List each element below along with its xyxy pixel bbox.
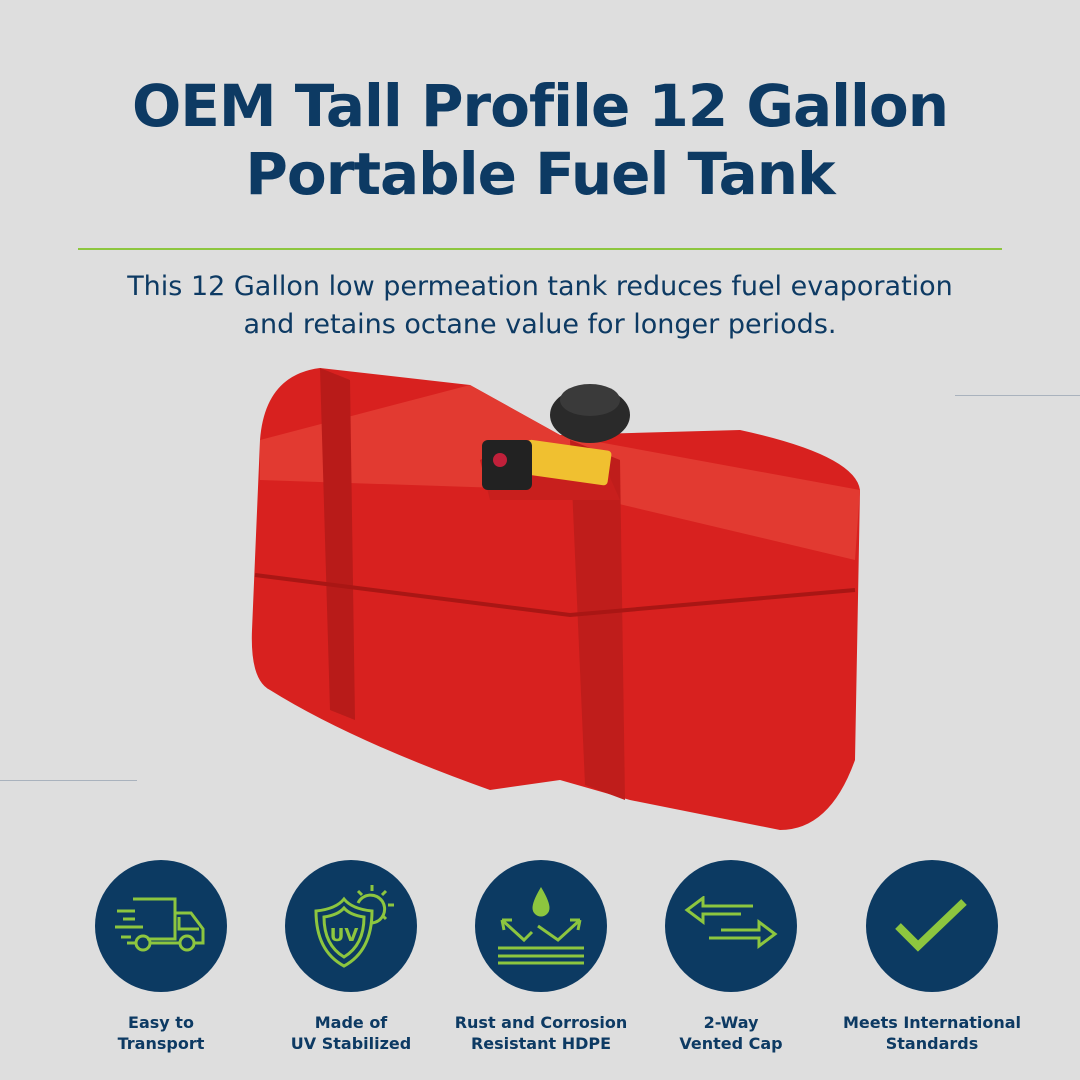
uv-shield-icon: UV — [285, 860, 417, 992]
feature-easy-transport: Easy to Transport — [61, 860, 261, 1054]
svg-text:UV: UV — [330, 925, 359, 946]
checkmark-icon — [866, 860, 998, 992]
truck-icon — [95, 860, 227, 992]
decorative-line — [0, 780, 137, 781]
feature-uv-stabilized: UV Made of UV Stabilized — [251, 860, 451, 1054]
feature-international-standards: Meets International Standards — [832, 860, 1032, 1054]
subtitle: This 12 Gallon low permeation tank reduc… — [127, 271, 953, 340]
two-way-arrows-icon — [665, 860, 797, 992]
page-title: OEM Tall Profile 12 Gallon Portable Fuel… — [131, 72, 949, 208]
water-resistant-icon — [475, 860, 607, 992]
fuel-tank-image — [251, 368, 860, 830]
feature-rust-resistant: Rust and Corrosion Resistant HDPE — [441, 860, 641, 1054]
divider — [78, 248, 1002, 250]
feature-vented-cap: 2-Way Vented Cap — [631, 860, 831, 1054]
decorative-line — [955, 395, 1080, 396]
